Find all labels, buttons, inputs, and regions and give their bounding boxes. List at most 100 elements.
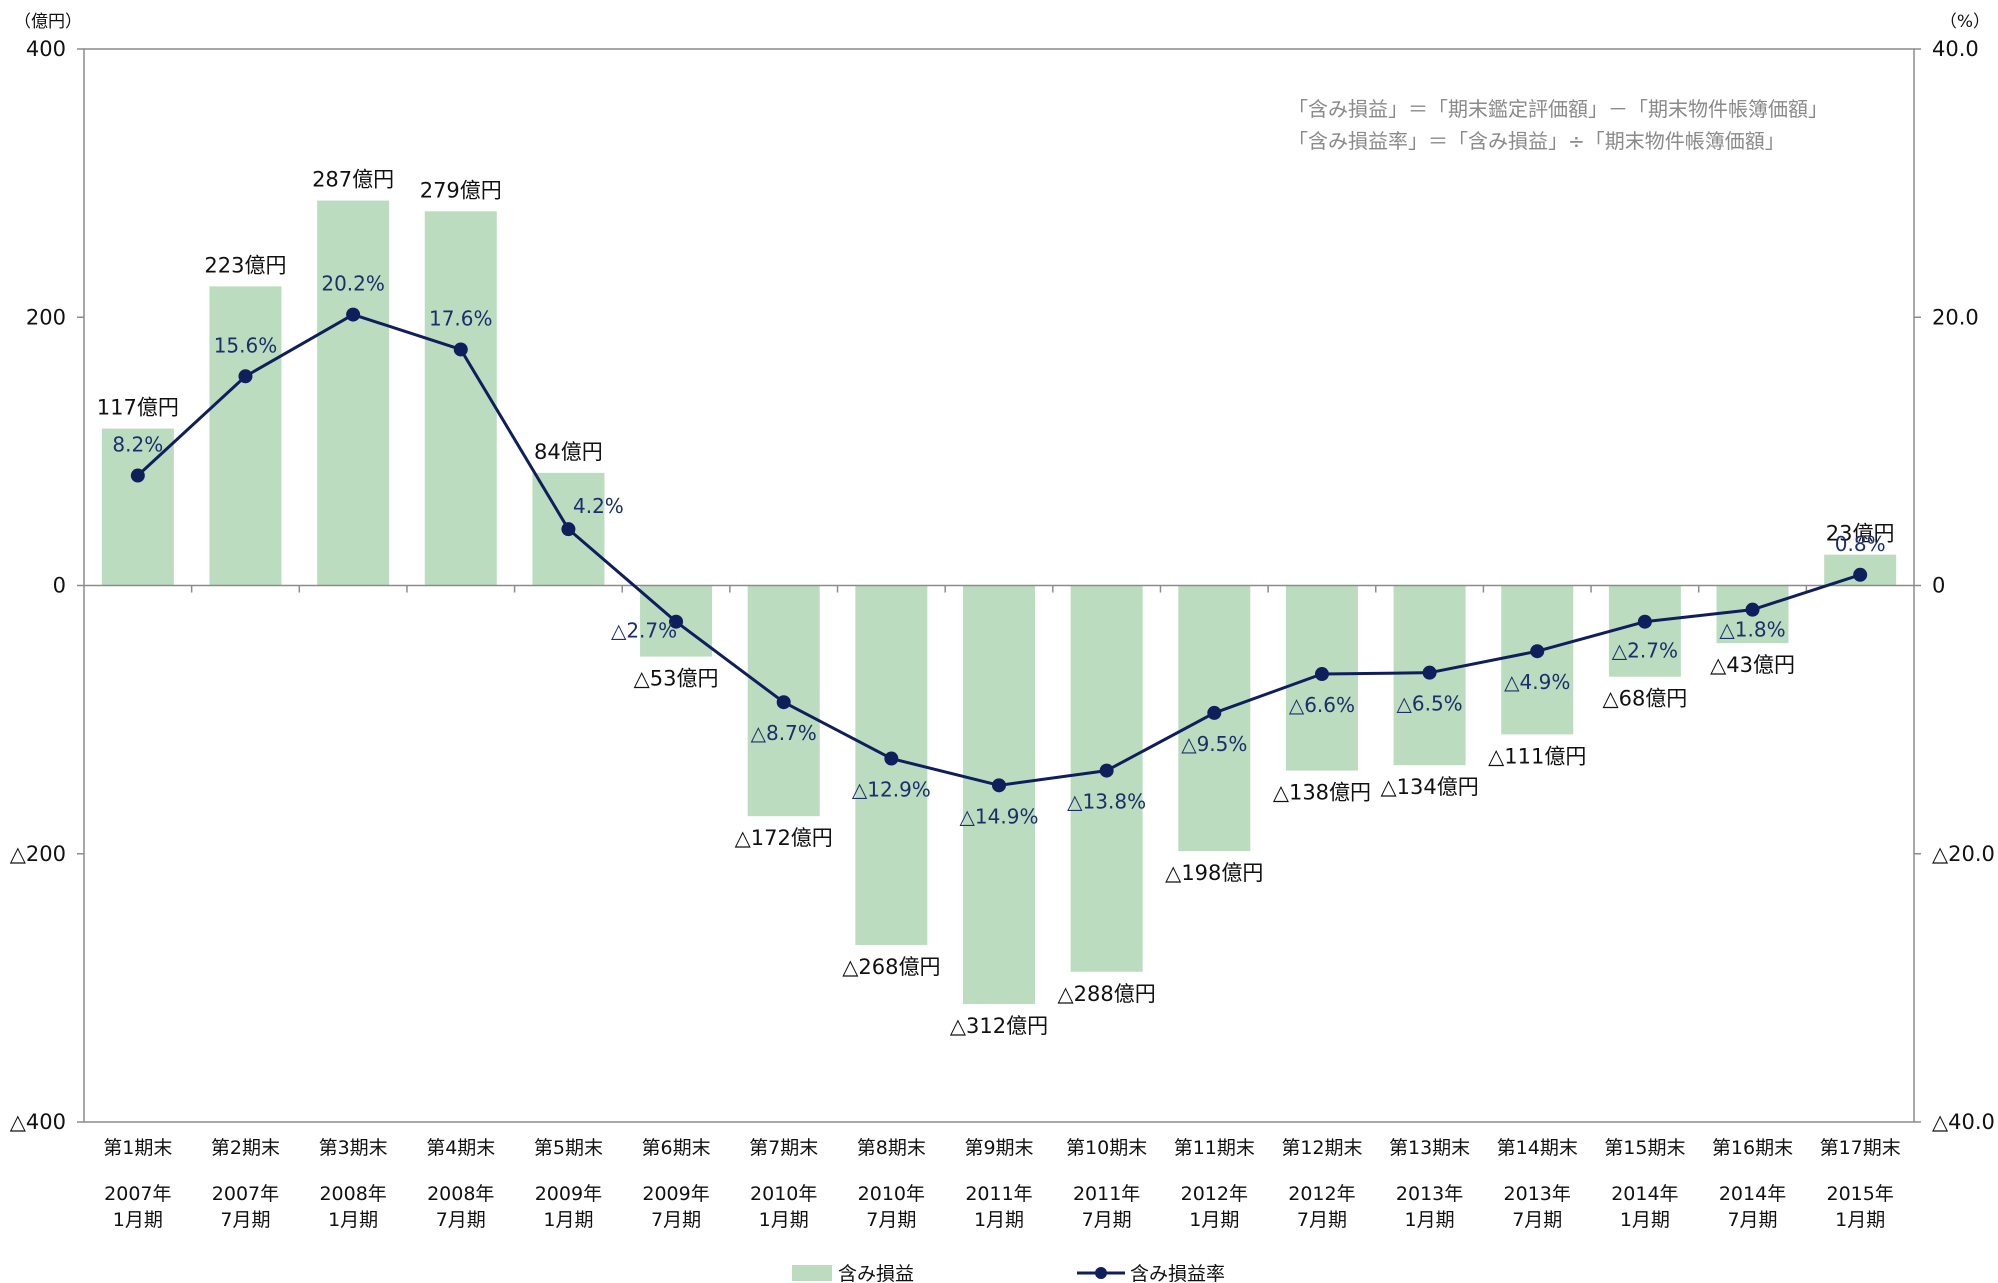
rate-point (238, 369, 253, 384)
bar-value-label: 117億円 (97, 396, 179, 420)
category-year-label: 2011年 (965, 1183, 1032, 1205)
category-half-label: 7月期 (1082, 1209, 1132, 1231)
right-axis-tick-label: △20.0 (1932, 842, 1995, 866)
right-axis-tick-label: 0 (1932, 574, 1945, 598)
category-half-label: 1月期 (974, 1209, 1024, 1231)
category-period-label: 第17期末 (1820, 1137, 1901, 1159)
right-axis-tick-label: 40.0 (1932, 37, 1979, 61)
rate-value-label: △8.7% (751, 721, 817, 745)
category-year-label: 2007年 (104, 1183, 171, 1205)
rate-value-label: △2.7% (1612, 639, 1678, 663)
category-period-label: 第10期末 (1066, 1137, 1147, 1159)
category-period-label: 第9期末 (964, 1137, 1033, 1159)
bar-value-label: 287億円 (312, 168, 394, 192)
left-axis-tick-label: △200 (10, 842, 66, 866)
category-year-label: 2010年 (750, 1183, 817, 1205)
category-year-label: 2007年 (212, 1183, 279, 1205)
category-half-label: 1月期 (328, 1209, 378, 1231)
rate-point (992, 778, 1006, 793)
category-half-label: 7月期 (651, 1209, 701, 1231)
right-axis-unit: （%） (1940, 12, 1990, 32)
category-year-label: 2011年 (1073, 1183, 1140, 1205)
left-axis-unit: （億円） (14, 12, 82, 32)
category-period-label: 第11期末 (1174, 1137, 1255, 1159)
rate-point (346, 307, 361, 322)
bar-value-label: △268億円 (842, 955, 940, 979)
rate-point (884, 751, 899, 766)
category-half-label: 1月期 (1835, 1209, 1885, 1231)
category-year-label: 2013年 (1504, 1183, 1571, 1205)
rate-value-label: 4.2% (573, 494, 624, 518)
rate-value-label: 15.6% (214, 333, 278, 357)
rate-value-label: 17.6% (429, 306, 493, 330)
rate-value-label: △1.8% (1719, 618, 1785, 642)
bar-value-label: △111億円 (1488, 744, 1586, 768)
category-year-label: 2013年 (1396, 1183, 1463, 1205)
category-period-label: 第7期末 (749, 1137, 818, 1159)
rate-value-label: 20.2% (321, 272, 385, 296)
legend-bar-label: 含み損益 (838, 1263, 914, 1283)
left-axis-tick-label: △400 (10, 1110, 66, 1134)
category-year-label: 2014年 (1719, 1183, 1786, 1205)
category-period-label: 第1期末 (103, 1137, 172, 1159)
category-half-label: 7月期 (1512, 1209, 1562, 1231)
bar-value-label: △138億円 (1273, 781, 1371, 805)
bar-value-label: 23億円 (1826, 522, 1895, 546)
left-axis-tick-label: 400 (26, 37, 66, 61)
bar-value-label: △172億円 (735, 826, 833, 850)
category-period-label: 第5期末 (534, 1137, 603, 1159)
rate-value-label: △13.8% (1067, 790, 1146, 814)
category-year-label: 2008年 (319, 1183, 386, 1205)
category-period-label: 第12期末 (1281, 1137, 1362, 1159)
rate-point (1207, 705, 1222, 720)
rate-point (561, 522, 576, 537)
category-period-label: 第8期末 (857, 1137, 926, 1159)
category-half-label: 1月期 (759, 1209, 809, 1231)
rate-point (1099, 763, 1114, 778)
category-period-label: 第16期末 (1712, 1137, 1793, 1159)
formula-note: 「含み損益」＝「期末鑑定評価額」－「期末物件帳簿価額」 (1288, 97, 1828, 121)
category-half-label: 1月期 (1620, 1209, 1670, 1231)
rate-point (453, 342, 468, 357)
right-axis-tick-label: 20.0 (1932, 305, 1979, 329)
bar (1501, 585, 1574, 735)
category-period-label: 第2期末 (211, 1137, 280, 1159)
rate-point (669, 614, 684, 629)
rate-point (130, 468, 145, 483)
rate-value-label: △6.6% (1289, 693, 1355, 717)
category-half-label: 1月期 (113, 1209, 163, 1231)
rate-point (1422, 665, 1437, 680)
category-half-label: 7月期 (1727, 1209, 1777, 1231)
category-half-label: 1月期 (543, 1209, 593, 1231)
bar-value-label: △134億円 (1380, 775, 1478, 799)
rate-value-label: △12.9% (852, 778, 931, 802)
bar-value-label: 223億円 (204, 253, 286, 277)
right-axis-tick-label: △40.0 (1932, 1110, 1995, 1134)
legend-bar-swatch (792, 1265, 832, 1281)
category-period-label: 第13期末 (1389, 1137, 1470, 1159)
bar-value-label: △43億円 (1710, 653, 1795, 677)
category-period-label: 第6期末 (642, 1137, 711, 1159)
rate-value-label: △2.7% (611, 619, 677, 643)
bar-value-label: △198億円 (1165, 861, 1263, 885)
rate-value-label: 8.2% (112, 433, 163, 457)
category-half-label: 7月期 (1297, 1209, 1347, 1231)
category-period-label: 第3期末 (319, 1137, 388, 1159)
category-half-label: 7月期 (866, 1209, 916, 1231)
bar (317, 200, 390, 586)
left-axis-tick-label: 0 (53, 574, 66, 598)
category-half-label: 7月期 (220, 1209, 270, 1231)
rate-value-label: △9.5% (1181, 732, 1247, 756)
bar (424, 211, 497, 586)
bar (209, 286, 282, 586)
bar (963, 585, 1035, 1004)
rate-value-label: △4.9% (1504, 670, 1570, 694)
bar (1608, 585, 1681, 677)
category-year-label: 2009年 (535, 1183, 602, 1205)
rate-point (1530, 644, 1545, 659)
legend-line-label: 含み損益率 (1130, 1263, 1225, 1283)
bar-value-label: △312億円 (950, 1014, 1048, 1038)
category-year-label: 2012年 (1288, 1183, 1355, 1205)
